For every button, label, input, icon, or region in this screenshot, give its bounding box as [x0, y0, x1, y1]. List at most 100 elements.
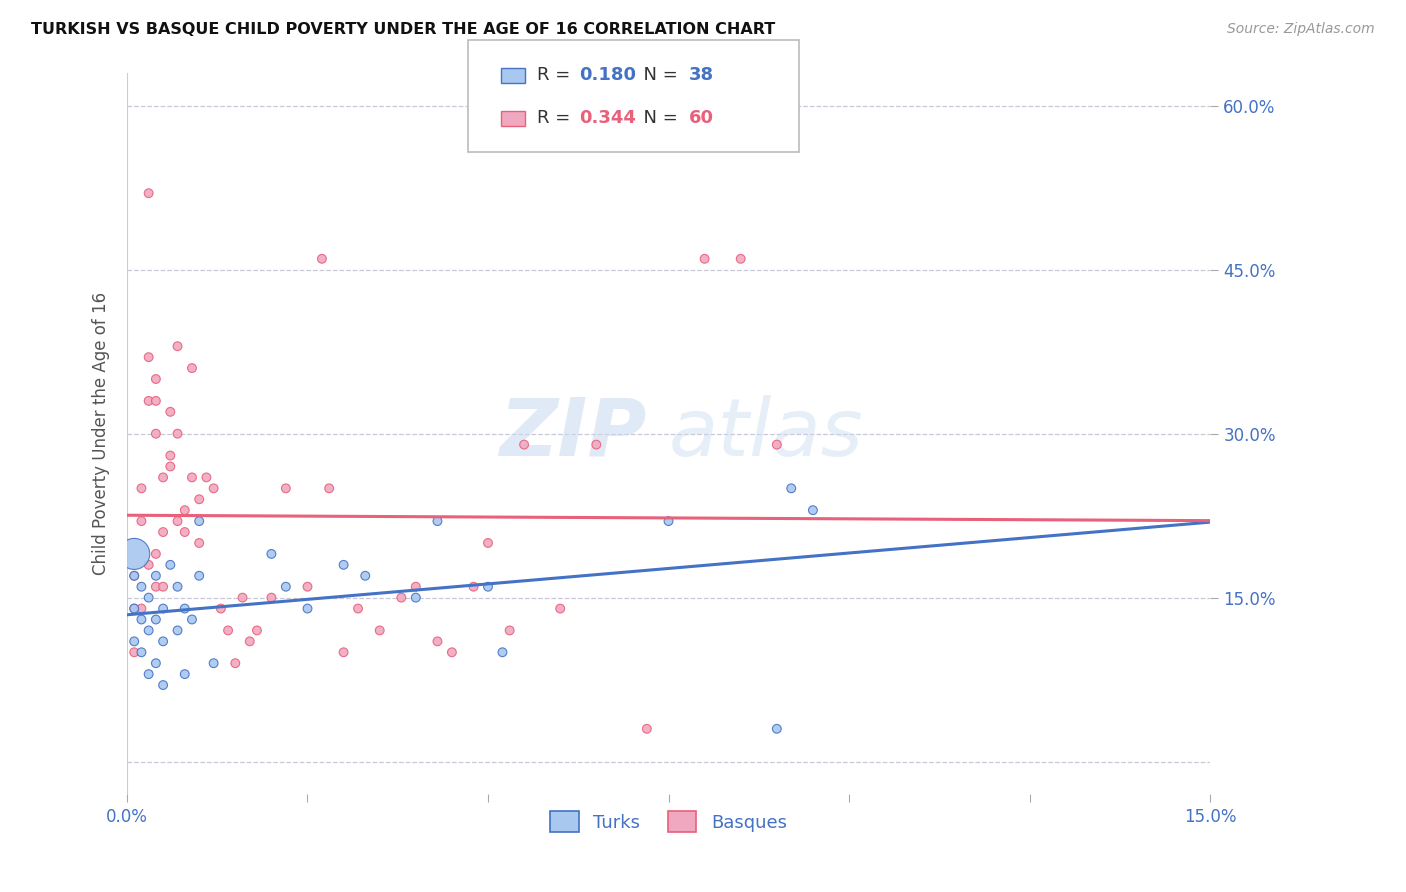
Point [122, 601, 145, 615]
Point [405, 591, 427, 605]
Point [354, 568, 377, 582]
Point [405, 580, 427, 594]
Point [239, 634, 262, 648]
Point [131, 481, 153, 495]
Point [122, 645, 145, 659]
Point [138, 393, 160, 408]
Point [122, 568, 145, 582]
Point [173, 503, 195, 517]
Point [122, 634, 145, 648]
Point [217, 624, 239, 638]
Point [145, 612, 167, 626]
Point [138, 350, 160, 364]
Point [274, 580, 297, 594]
Point [260, 591, 283, 605]
Point [477, 536, 499, 550]
Point [138, 591, 160, 605]
Point [145, 426, 167, 441]
Text: R =: R = [537, 66, 575, 85]
Point [152, 601, 174, 615]
Point [145, 580, 167, 594]
Point [173, 667, 195, 681]
Point [138, 186, 160, 201]
Point [159, 449, 181, 463]
Point [166, 514, 188, 528]
Point [730, 252, 752, 266]
Point [188, 568, 211, 582]
Point [498, 624, 520, 638]
Point [780, 481, 803, 495]
Point [426, 514, 449, 528]
Point [297, 601, 319, 615]
Point [224, 657, 246, 671]
Text: 0.180: 0.180 [579, 66, 636, 85]
Point [765, 722, 787, 736]
Point [145, 547, 167, 561]
Point [188, 514, 211, 528]
Point [636, 722, 658, 736]
Text: N =: N = [633, 66, 683, 85]
Text: 60: 60 [689, 110, 713, 128]
Point [202, 481, 225, 495]
Point [159, 405, 181, 419]
Text: N =: N = [633, 110, 683, 128]
Text: R =: R = [537, 110, 575, 128]
Point [138, 558, 160, 572]
Y-axis label: Child Poverty Under the Age of 16: Child Poverty Under the Age of 16 [93, 292, 110, 575]
Point [152, 470, 174, 484]
Point [195, 470, 218, 484]
Point [131, 645, 153, 659]
Point [765, 437, 787, 451]
Point [145, 393, 167, 408]
Point [318, 481, 340, 495]
Point [657, 514, 679, 528]
Point [152, 678, 174, 692]
Point [491, 645, 513, 659]
Point [145, 568, 167, 582]
Point [693, 252, 716, 266]
Point [131, 580, 153, 594]
Point [801, 503, 824, 517]
Text: Source: ZipAtlas.com: Source: ZipAtlas.com [1227, 22, 1375, 37]
Point [181, 361, 204, 376]
Text: atlas: atlas [668, 394, 863, 473]
Point [297, 580, 319, 594]
Point [173, 524, 195, 539]
Point [166, 339, 188, 353]
Point [122, 568, 145, 582]
Point [274, 481, 297, 495]
Point [131, 601, 153, 615]
Text: 0.344: 0.344 [579, 110, 636, 128]
Point [513, 437, 536, 451]
Point [159, 558, 181, 572]
Text: 38: 38 [689, 66, 713, 85]
Point [138, 624, 160, 638]
Point [152, 524, 174, 539]
Point [347, 601, 370, 615]
Point [131, 612, 153, 626]
Point [145, 372, 167, 386]
Point [389, 591, 412, 605]
Point [548, 601, 571, 615]
Point [166, 624, 188, 638]
Point [440, 645, 463, 659]
Point [152, 580, 174, 594]
Point [145, 657, 167, 671]
Point [122, 547, 145, 561]
Point [122, 601, 145, 615]
Legend: Turks, Basques: Turks, Basques [543, 805, 794, 839]
Text: TURKISH VS BASQUE CHILD POVERTY UNDER THE AGE OF 16 CORRELATION CHART: TURKISH VS BASQUE CHILD POVERTY UNDER TH… [31, 22, 775, 37]
Point [231, 591, 253, 605]
Point [585, 437, 607, 451]
Point [131, 514, 153, 528]
Point [332, 645, 354, 659]
Point [260, 547, 283, 561]
Point [166, 580, 188, 594]
Point [152, 634, 174, 648]
Point [166, 426, 188, 441]
Point [181, 470, 204, 484]
Text: ZIP: ZIP [499, 394, 647, 473]
Point [188, 492, 211, 507]
Point [209, 601, 232, 615]
Point [311, 252, 333, 266]
